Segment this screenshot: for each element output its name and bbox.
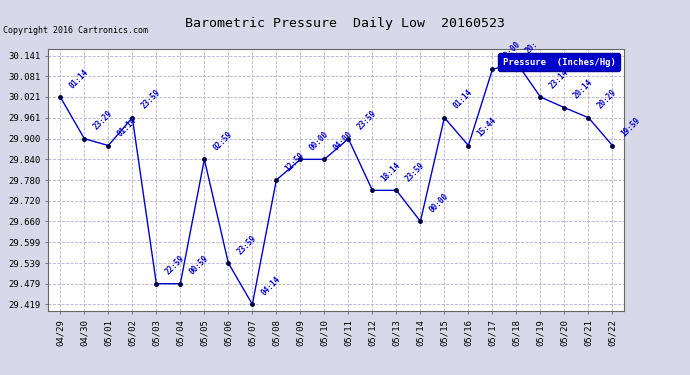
Text: 02:59: 02:59 [211,130,234,152]
Text: 19:59: 19:59 [620,116,642,139]
Text: 20:29: 20:29 [595,88,618,111]
Text: 20:: 20: [524,39,540,56]
Text: 23:59: 23:59 [355,109,378,132]
Text: 23:14: 23:14 [547,68,570,90]
Text: 00:59: 00:59 [187,254,210,277]
Text: 12:59: 12:59 [284,150,306,173]
Text: 23:29: 23:29 [91,109,114,132]
Text: 00:00: 00:00 [427,192,450,214]
Text: 18:14: 18:14 [380,160,402,183]
Legend: Pressure  (Inches/Hg): Pressure (Inches/Hg) [498,53,620,71]
Text: 23:59: 23:59 [404,160,426,183]
Text: 22:59: 22:59 [164,254,186,277]
Text: 01:14: 01:14 [67,68,90,90]
Text: 23:59: 23:59 [139,88,162,111]
Text: 04:00: 04:00 [331,130,354,152]
Text: 00:00: 00:00 [307,130,330,152]
Text: 20:14: 20:14 [571,78,594,101]
Text: 04:14: 04:14 [259,275,282,297]
Text: 00:00: 00:00 [500,40,522,63]
Text: 23:59: 23:59 [235,233,258,256]
Text: Copyright 2016 Cartronics.com: Copyright 2016 Cartronics.com [3,26,148,35]
Text: 01:14: 01:14 [115,116,138,139]
Text: Barometric Pressure  Daily Low  20160523: Barometric Pressure Daily Low 20160523 [185,17,505,30]
Text: 15:44: 15:44 [475,116,498,139]
Text: 01:14: 01:14 [451,88,474,111]
